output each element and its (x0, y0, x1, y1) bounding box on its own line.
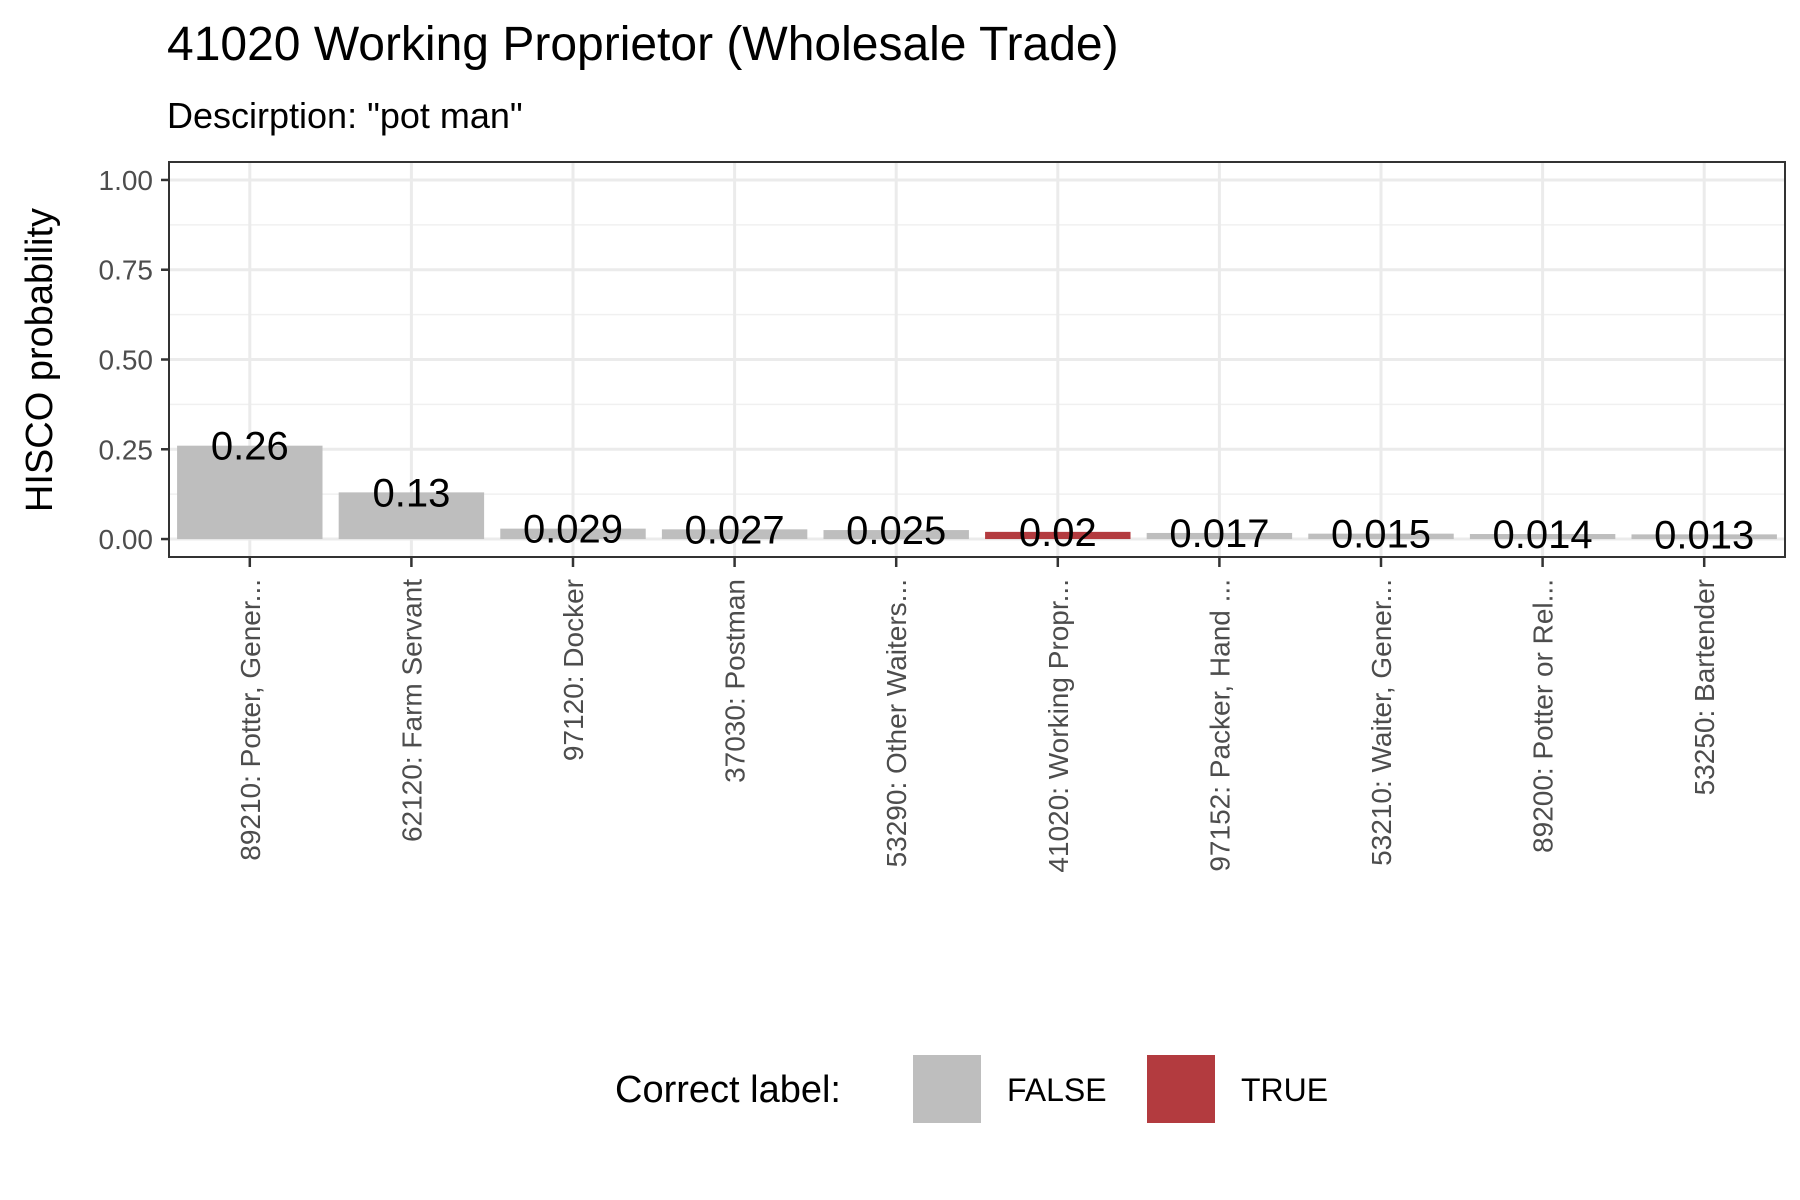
data-label-2: 0.13 (372, 471, 450, 515)
x-tick-label: 97120: Docker (558, 579, 589, 761)
legend-key-true (1147, 1055, 1215, 1123)
x-tick-label: 41020: Working Propr... (1043, 579, 1074, 873)
legend-label-false: FALSE (1007, 1072, 1107, 1108)
legend-title: Correct label: (615, 1069, 841, 1111)
bar-2 (338, 492, 485, 540)
y-tick-label: 0.75 (99, 255, 154, 286)
data-label-8: 0.015 (1331, 513, 1431, 557)
bar-10 (1631, 534, 1777, 540)
axes: 0.00 0.25 0.50 0.75 1.00 89210: Potter, Gener… (99, 161, 1786, 873)
bar-9 (1469, 534, 1616, 540)
data-label-6: 0.02 (1019, 511, 1097, 555)
grid (169, 162, 1785, 557)
bar-1 (177, 445, 323, 540)
y-axis-title: HISCO probability (19, 208, 61, 512)
bars (177, 445, 1777, 540)
legend-label-true: TRUE (1241, 1072, 1328, 1108)
data-label-7: 0.017 (1169, 512, 1269, 556)
data-label-5: 0.025 (846, 509, 946, 553)
y-tick-label: 1.00 (99, 165, 154, 196)
chart-title: 41020 Working Proprietor (Wholesale Trad… (167, 18, 1119, 71)
x-tick-label: 53250: Bartender (1689, 579, 1720, 795)
bar-3 (500, 528, 646, 540)
data-label-10: 0.013 (1654, 513, 1754, 557)
legend-key-false (913, 1055, 981, 1123)
data-labels: 0.26 0.13 0.029 0.027 0.025 0.02 0.017 0.015 0.0… (211, 425, 1754, 558)
x-tick-label: 62120: Farm Servant (396, 579, 427, 842)
data-label-4: 0.027 (685, 508, 785, 552)
x-tick-label: 53290: Other Waiters... (881, 579, 912, 867)
legend: Correct label: FALSE TRUE (615, 1055, 1328, 1123)
x-tick-label: 97152: Packer, Hand ... (1204, 579, 1235, 872)
data-label-3: 0.029 (523, 508, 623, 552)
data-label-9: 0.014 (1493, 513, 1593, 557)
x-tick-label: 53210: Waiter, Gener... (1366, 579, 1397, 866)
chart-subtitle: Descirption: "pot man" (167, 95, 523, 136)
bar-7 (1146, 532, 1293, 540)
bar-5 (823, 530, 969, 540)
bar-6 (985, 531, 1131, 540)
y-tick-label: 0.00 (99, 524, 154, 555)
bar-8 (1308, 533, 1454, 540)
y-tick-label: 0.25 (99, 434, 154, 465)
x-tick-label: 89210: Potter, Gener... (235, 579, 266, 861)
x-tick-label: 37030: Postman (720, 579, 751, 783)
y-tick-label: 0.50 (99, 345, 154, 376)
data-label-1: 0.26 (211, 425, 289, 469)
x-tick-label: 89200: Potter or Rel... (1528, 579, 1559, 853)
bar-4 (661, 529, 808, 540)
